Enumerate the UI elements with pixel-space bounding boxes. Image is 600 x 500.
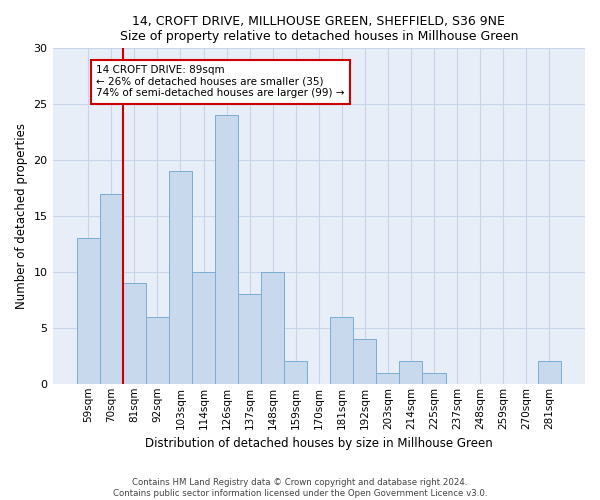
Bar [400,362,422,384]
Y-axis label: Number of detached properties: Number of detached properties [15,123,28,309]
Bar [100,194,123,384]
Bar [376,372,400,384]
Bar [538,362,561,384]
Bar [123,283,146,384]
Bar [146,316,169,384]
Bar [169,172,192,384]
Bar [422,372,446,384]
Bar [284,362,307,384]
Bar [353,339,376,384]
Bar [215,116,238,384]
Bar [238,294,261,384]
Text: 14 CROFT DRIVE: 89sqm
← 26% of detached houses are smaller (35)
74% of semi-deta: 14 CROFT DRIVE: 89sqm ← 26% of detached … [97,65,345,98]
Bar [261,272,284,384]
X-axis label: Distribution of detached houses by size in Millhouse Green: Distribution of detached houses by size … [145,437,493,450]
Bar [77,238,100,384]
Title: 14, CROFT DRIVE, MILLHOUSE GREEN, SHEFFIELD, S36 9NE
Size of property relative t: 14, CROFT DRIVE, MILLHOUSE GREEN, SHEFFI… [119,15,518,43]
Bar [330,316,353,384]
Text: Contains HM Land Registry data © Crown copyright and database right 2024.
Contai: Contains HM Land Registry data © Crown c… [113,478,487,498]
Bar [192,272,215,384]
